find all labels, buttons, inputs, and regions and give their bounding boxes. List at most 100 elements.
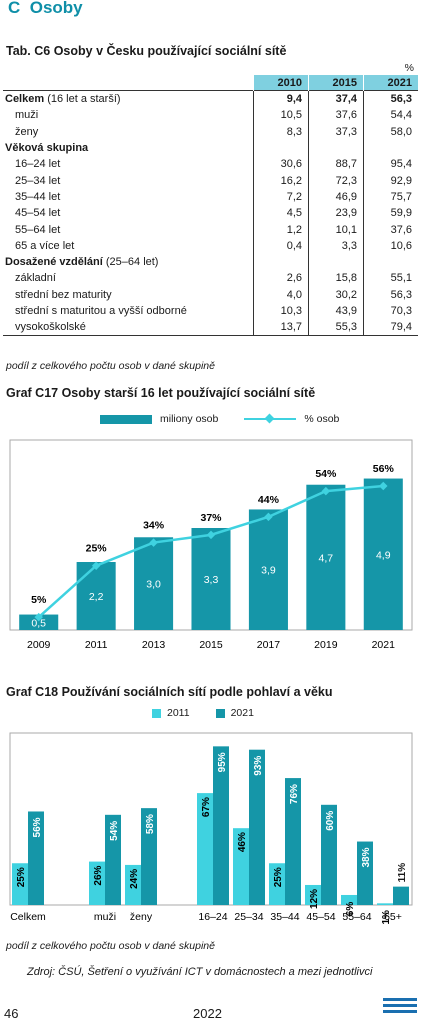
cell-value: 55,1 bbox=[363, 270, 418, 287]
bar-2011 bbox=[89, 861, 105, 905]
bar-2021-label: 38% bbox=[361, 847, 372, 867]
bar bbox=[248, 509, 288, 630]
cell-value bbox=[308, 253, 364, 271]
cell-value: 1,2 bbox=[253, 221, 309, 238]
bar-2021 bbox=[105, 814, 121, 905]
cell-value: 0,4 bbox=[253, 237, 309, 254]
bar bbox=[19, 614, 59, 630]
bar-label: 4,7 bbox=[319, 552, 334, 564]
cell-value: 70,3 bbox=[363, 302, 418, 320]
footer-year: 2022 bbox=[193, 1006, 222, 1021]
table-row: střední s maturitou a vyšší odborné 10,3 4… bbox=[3, 302, 418, 320]
cell-value bbox=[308, 139, 364, 157]
section-header: C Osoby bbox=[0, 0, 423, 22]
bar-label: 3,9 bbox=[261, 565, 276, 577]
bar-2021-label: 76% bbox=[289, 784, 300, 804]
table-note: podíl z celkového počtu osob v dané skup… bbox=[6, 360, 215, 372]
bar-2011-label: 26% bbox=[93, 865, 104, 885]
section-title: C Osoby bbox=[8, 0, 83, 17]
data-table: 2010 2015 2021 Celkem (16 let a starší) 9… bbox=[3, 75, 418, 336]
table-row: střední bez maturity 4,0 30,2 56,3 bbox=[3, 286, 418, 303]
row-label: 35–44 let bbox=[15, 190, 61, 203]
table-row: 25–34 let 16,2 72,3 92,9 bbox=[3, 172, 418, 189]
bar-2021-label: 54% bbox=[109, 821, 120, 841]
x-tick-label: 2009 bbox=[27, 639, 51, 651]
cell-value: 95,4 bbox=[363, 156, 418, 173]
row-label: muži bbox=[15, 109, 39, 122]
cell-value: 4,5 bbox=[253, 205, 309, 222]
cell-value: 15,8 bbox=[308, 270, 364, 287]
line-point bbox=[379, 481, 388, 491]
x-tick-label: ženy bbox=[130, 911, 153, 923]
table-body: Celkem (16 let a starší) 9,4 37,4 56,3 muži 1… bbox=[3, 90, 418, 336]
bar-2021-label: 95% bbox=[217, 752, 228, 772]
header-label-cell bbox=[3, 75, 254, 91]
line-point bbox=[34, 612, 43, 622]
cell-value bbox=[253, 253, 309, 271]
cell-value: 58,0 bbox=[363, 123, 418, 140]
row-label: 55–64 let bbox=[15, 223, 61, 236]
cell-value: 46,9 bbox=[308, 188, 364, 206]
cell-value: 92,9 bbox=[363, 172, 418, 189]
table-row: základní 2,6 15,8 55,1 bbox=[3, 270, 418, 287]
bar-2011 bbox=[377, 903, 393, 905]
bar bbox=[134, 537, 174, 630]
line-point bbox=[264, 512, 273, 522]
bar-label: 4,9 bbox=[376, 549, 391, 561]
legend-2021-swatch bbox=[215, 708, 225, 718]
bar-2011-label: 25% bbox=[16, 867, 27, 887]
chart-c18-note: podíl z celkového počtu osob v dané skup… bbox=[6, 940, 215, 952]
cell-value: 23,9 bbox=[308, 205, 364, 222]
bar-2011-label: 1% bbox=[381, 910, 392, 925]
x-tick-label: 55–64 bbox=[342, 911, 371, 923]
bar-label: 2,2 bbox=[89, 591, 104, 603]
bar-2021-label: 56% bbox=[32, 817, 43, 837]
bar-2011-label: 24% bbox=[129, 869, 140, 889]
row-label: Dosažené vzdělání (25–64 let) bbox=[5, 256, 159, 269]
cell-value: 56,3 bbox=[363, 286, 418, 303]
bar-2021 bbox=[213, 746, 229, 905]
bar-2011 bbox=[125, 864, 141, 905]
line-label: 44% bbox=[258, 494, 280, 506]
row-label: střední bez maturity bbox=[15, 288, 112, 301]
x-tick-label: 25–34 bbox=[234, 911, 263, 923]
bar-2021 bbox=[393, 886, 409, 905]
row-label: 45–54 let bbox=[15, 207, 61, 220]
row-label: Celkem (16 let a starší) bbox=[5, 93, 121, 106]
cell-value: 10,3 bbox=[253, 302, 309, 320]
legend-label: miliony osob bbox=[160, 413, 219, 425]
x-tick-label: 2015 bbox=[199, 639, 223, 651]
line-point bbox=[321, 486, 331, 496]
x-tick-label: 16–24 bbox=[198, 911, 227, 923]
bar-2021-label: 93% bbox=[253, 756, 264, 776]
cell-value: 43,9 bbox=[308, 302, 364, 320]
source-note: Zdroj: ČSÚ, Šetření o využívání ICT v do… bbox=[27, 966, 373, 978]
bar-2021-label: 60% bbox=[325, 811, 336, 831]
year-header: 2021 bbox=[363, 75, 418, 91]
bar-label: 0,5 bbox=[31, 617, 46, 629]
page-number: 46 bbox=[4, 1006, 19, 1021]
cell-value: 30,6 bbox=[253, 156, 309, 173]
chart-c17-legend: miliony osob % osob bbox=[100, 413, 339, 425]
row-label: Věková skupina bbox=[5, 142, 89, 155]
line-label: 34% bbox=[143, 520, 165, 532]
table-title: Tab. C6 Osoby v Česku používající sociál… bbox=[6, 44, 287, 58]
row-label: 16–24 let bbox=[15, 158, 61, 171]
cell-value: 13,7 bbox=[253, 319, 309, 336]
cell-value: 2,6 bbox=[253, 270, 309, 287]
cell-value bbox=[363, 139, 418, 157]
legend-2011-swatch bbox=[152, 708, 161, 718]
cell-value: 10,6 bbox=[363, 237, 418, 254]
cell-value: 10,5 bbox=[253, 107, 309, 124]
cell-value: 4,0 bbox=[253, 286, 309, 303]
chart-c18-legend: 2011 2021 bbox=[152, 707, 254, 719]
row-label: 25–34 let bbox=[15, 174, 61, 187]
bar bbox=[363, 478, 403, 630]
row-label: ženy bbox=[15, 125, 39, 138]
bar bbox=[191, 528, 231, 630]
cell-value: 37,3 bbox=[308, 123, 364, 140]
table-row: 45–54 let 4,5 23,9 59,9 bbox=[3, 205, 418, 222]
line-label: 25% bbox=[86, 543, 108, 555]
cell-value: 54,4 bbox=[363, 107, 418, 124]
bar-2011 bbox=[12, 863, 28, 905]
